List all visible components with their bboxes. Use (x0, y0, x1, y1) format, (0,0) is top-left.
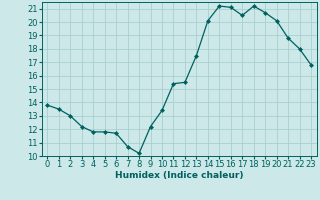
X-axis label: Humidex (Indice chaleur): Humidex (Indice chaleur) (115, 171, 244, 180)
